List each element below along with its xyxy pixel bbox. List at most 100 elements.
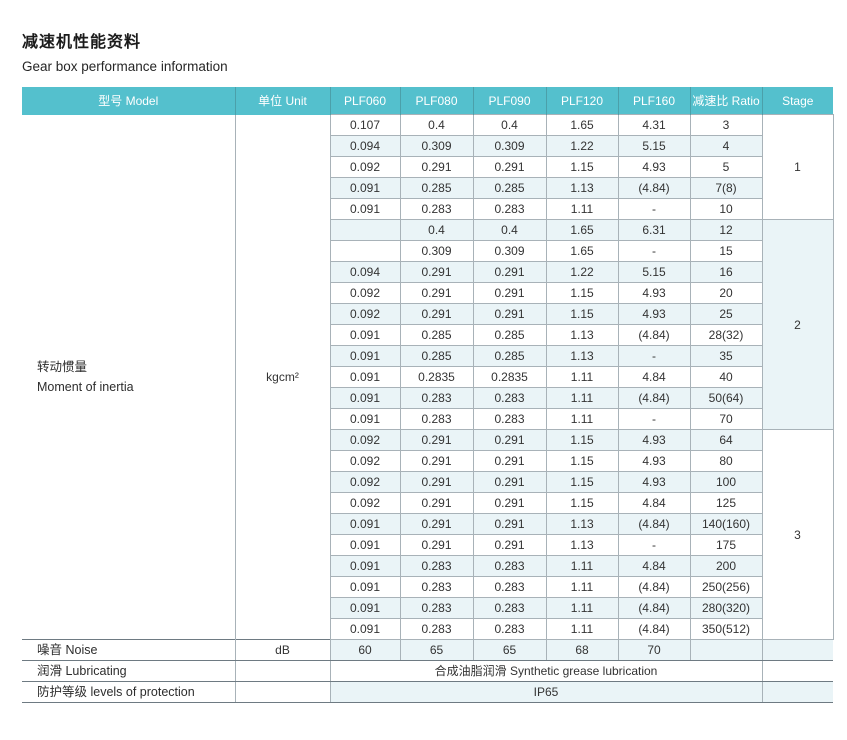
- value-cell: (4.84): [617, 324, 691, 346]
- ratio-cell: 4: [689, 135, 763, 157]
- ratio-cell: 3: [689, 114, 763, 136]
- value-cell: 0.092: [329, 450, 401, 472]
- ratio-cell: 5: [689, 156, 763, 178]
- inertia-row: 0.091 0.283 0.283 1.11 (4.84) 280(320): [22, 597, 833, 619]
- inertia-row: 转动惯量 Moment of inertia kgcm² 0.107 0.4 0.4 1.6…: [22, 114, 834, 640]
- lubricating-unit-empty: [234, 660, 331, 682]
- inertia-row: 0.091 0.285 0.285 1.13 (4.84) 28(32): [22, 324, 833, 346]
- ratio-cell: 175: [689, 534, 763, 556]
- value-cell: 5.15: [617, 135, 691, 157]
- protection-stage-empty: [762, 681, 833, 703]
- header-row: 型号 Model 单位 Unit PLF060 PLF080 PLF090 PL…: [22, 87, 833, 115]
- value-cell: 1.11: [545, 618, 619, 640]
- value-cell: 0.309: [399, 135, 474, 157]
- col-header-plf160: PLF160: [618, 87, 691, 115]
- inertia-row: 0.092 0.291 0.291 1.15 4.93 100: [22, 471, 833, 493]
- ratio-cell: 40: [689, 366, 763, 388]
- ratio-cell: 50(64): [689, 387, 763, 409]
- inertia-row: 0.092 0.291 0.291 1.15 4.93 25: [22, 303, 833, 325]
- value-cell: 0.283: [399, 618, 474, 640]
- value-cell: 5.15: [617, 261, 691, 283]
- bottom-rows: 噪音 Noise dB 60 65 65 68 70 润滑 Lubricatin…: [22, 639, 833, 703]
- value-cell: 0.091: [329, 387, 401, 409]
- value-cell: 1.15: [545, 282, 619, 304]
- ratio-cell: 200: [689, 555, 763, 577]
- value-cell: 0.291: [399, 303, 474, 325]
- ratio-cell: 125: [689, 492, 763, 514]
- value-cell: 0.091: [329, 513, 401, 535]
- value-cell: 0.091: [329, 597, 401, 619]
- value-cell: -: [617, 240, 691, 262]
- col-header-plf080: PLF080: [400, 87, 474, 115]
- value-cell: 0.291: [399, 282, 474, 304]
- lubricating-label: 润滑 Lubricating: [22, 660, 235, 682]
- value-cell: 4.93: [617, 450, 691, 472]
- value-cell: 0.291: [399, 471, 474, 493]
- protection-row: 防护等级 levels of protection IP65: [22, 681, 833, 703]
- value-cell: 1.22: [545, 261, 619, 283]
- value-cell: 0.4: [472, 114, 547, 136]
- value-cell: 1.11: [545, 555, 619, 577]
- value-cell: 4.84: [617, 492, 691, 514]
- ratio-cell: 140(160): [689, 513, 763, 535]
- inertia-row: 0.092 0.291 0.291 1.15 4.93 20: [22, 282, 833, 304]
- ratio-cell: 280(320): [689, 597, 763, 619]
- value-cell: 0.091: [329, 408, 401, 430]
- value-cell: 4.93: [617, 156, 691, 178]
- ratio-cell: 250(256): [689, 576, 763, 598]
- value-cell: 0.285: [472, 324, 547, 346]
- value-cell: 0.291: [399, 534, 474, 556]
- value-cell: 4.93: [617, 282, 691, 304]
- value-cell: 0.291: [472, 303, 547, 325]
- ratio-cell: 35: [689, 345, 763, 367]
- value-cell: 0.2835: [472, 366, 547, 388]
- value-cell: 1.15: [545, 492, 619, 514]
- value-cell: 0.283: [399, 555, 474, 577]
- page-title-zh: 减速机性能资料: [22, 34, 142, 51]
- value-cell: 1.11: [545, 597, 619, 619]
- value-cell: 0.092: [329, 156, 401, 178]
- inertia-rows: 转动惯量 Moment of inertia kgcm² 0.107 0.4 0.4 1.6…: [22, 114, 834, 640]
- ratio-cell: 350(512): [689, 618, 763, 640]
- value-cell: 0.291: [472, 450, 547, 472]
- inertia-label-zh: 转动惯量: [37, 359, 88, 374]
- stage-cell: 1: [761, 114, 834, 220]
- value-cell: 0.094: [329, 135, 401, 157]
- protection-unit-empty: [234, 681, 331, 703]
- inertia-row: 0.091 0.283 0.283 1.11 (4.84) 350(512): [22, 618, 833, 640]
- value-cell: 0.291: [472, 282, 547, 304]
- value-cell: 0.291: [472, 429, 547, 451]
- value-cell: 1.15: [545, 156, 619, 178]
- value-cell: 0.092: [329, 492, 401, 514]
- inertia-row: 0.091 0.283 0.283 1.11-10: [22, 198, 833, 220]
- value-cell: 1.11: [545, 387, 619, 409]
- noise-row: 噪音 Noise dB 60 65 65 68 70: [22, 639, 833, 661]
- value-cell: 0.283: [472, 555, 547, 577]
- page-title-en: Gear box performance information: [22, 59, 228, 74]
- value-cell: 0.091: [329, 618, 401, 640]
- value-cell: 0.291: [472, 492, 547, 514]
- value-cell: 0.291: [399, 261, 474, 283]
- value-cell: 0.283: [399, 387, 474, 409]
- col-header-plf060: PLF060: [330, 87, 401, 115]
- noise-value-plf160: 70: [617, 639, 691, 661]
- performance-table: 型号 Model 单位 Unit PLF060 PLF080 PLF090 PL…: [22, 87, 834, 703]
- value-cell: 0.291: [399, 513, 474, 535]
- value-cell: 1.65: [545, 219, 619, 241]
- value-cell: 0.091: [329, 366, 401, 388]
- inertia-row-label: 转动惯量 Moment of inertia: [22, 114, 236, 640]
- value-cell: 0.291: [472, 513, 547, 535]
- col-header-model: 型号 Model: [22, 87, 236, 115]
- inertia-row: 0.091 0.285 0.285 1.13-35: [22, 345, 833, 367]
- value-cell: 0.309: [472, 240, 547, 262]
- value-cell: 1.13: [545, 345, 619, 367]
- value-cell: -: [617, 408, 691, 430]
- value-cell: 0.291: [399, 156, 474, 178]
- noise-value-plf120: 68: [545, 639, 619, 661]
- stage-cell: 2: [761, 219, 834, 430]
- value-cell: 0.092: [329, 303, 401, 325]
- inertia-row: 0.4 0.4 1.65 6.31 12 2: [22, 219, 834, 430]
- page-header: 减速机性能资料 Gear box performance information: [0, 0, 847, 74]
- value-cell: 0.091: [329, 555, 401, 577]
- value-cell: 0.283: [472, 576, 547, 598]
